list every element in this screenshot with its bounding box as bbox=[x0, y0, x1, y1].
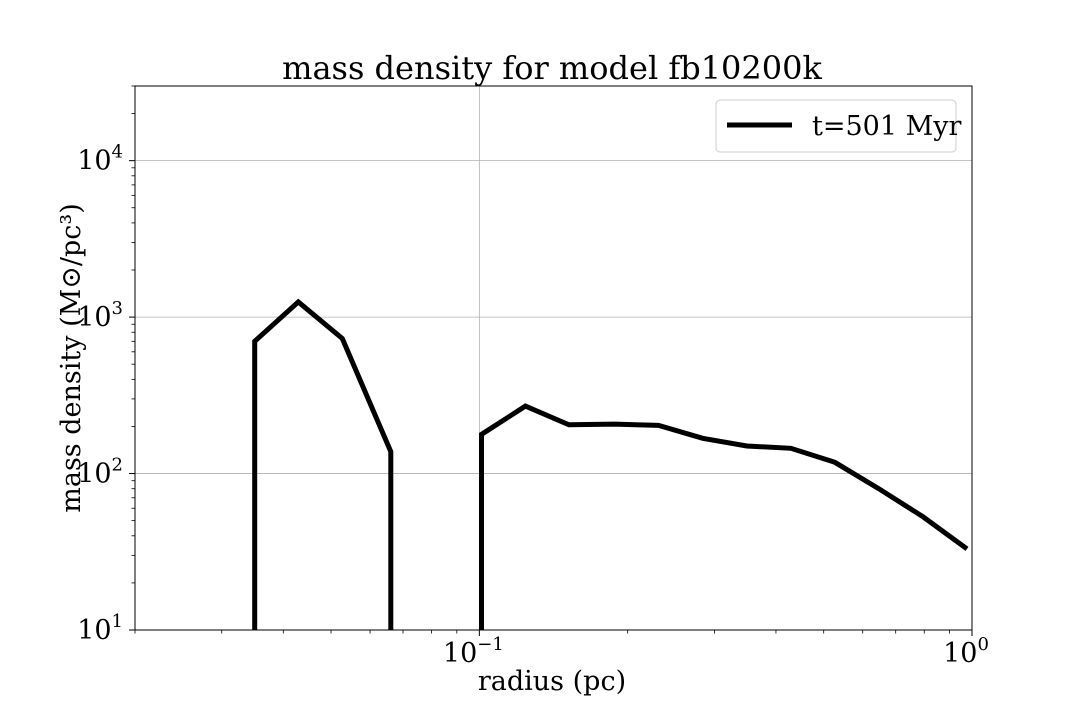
y-tick-label: 101 bbox=[77, 611, 123, 646]
y-axis-label: mass density (M⊙/pc³) bbox=[56, 203, 87, 513]
y-tick-exponent: 1 bbox=[112, 611, 123, 632]
x-axis-label: radius (pc) bbox=[478, 666, 626, 697]
x-tick-exponent: −1 bbox=[477, 634, 504, 655]
y-tick-base: 10 bbox=[77, 146, 111, 177]
series-line-segment bbox=[252, 298, 394, 630]
y-tick-base: 10 bbox=[77, 459, 111, 490]
y-tick-base: 10 bbox=[77, 302, 111, 333]
y-tick-exponent: 3 bbox=[112, 298, 123, 319]
y-tick-exponent: 2 bbox=[112, 455, 123, 476]
y-tick-label: 103 bbox=[77, 298, 123, 333]
y-tick-exponent: 4 bbox=[112, 142, 123, 163]
x-tick-base: 10 bbox=[443, 638, 477, 669]
chart-title: mass density for model fb10200k bbox=[282, 49, 822, 87]
grid-lines bbox=[135, 86, 973, 631]
y-tick-label: 104 bbox=[77, 142, 123, 177]
legend-box bbox=[715, 99, 957, 153]
x-tick-label: 10−1 bbox=[443, 634, 504, 669]
x-tick-label: 100 bbox=[943, 634, 989, 669]
legend-entry-label: t=501 Myr bbox=[812, 111, 961, 142]
plot-area-frame bbox=[134, 85, 973, 631]
x-tick-base: 10 bbox=[943, 638, 977, 669]
x-tick-exponent: 0 bbox=[977, 634, 988, 655]
y-tick-label: 102 bbox=[77, 455, 123, 490]
legend: t=501 Myr bbox=[715, 99, 961, 153]
data-series bbox=[252, 298, 969, 630]
y-tick-base: 10 bbox=[77, 615, 111, 646]
series-line-segment bbox=[479, 403, 969, 630]
